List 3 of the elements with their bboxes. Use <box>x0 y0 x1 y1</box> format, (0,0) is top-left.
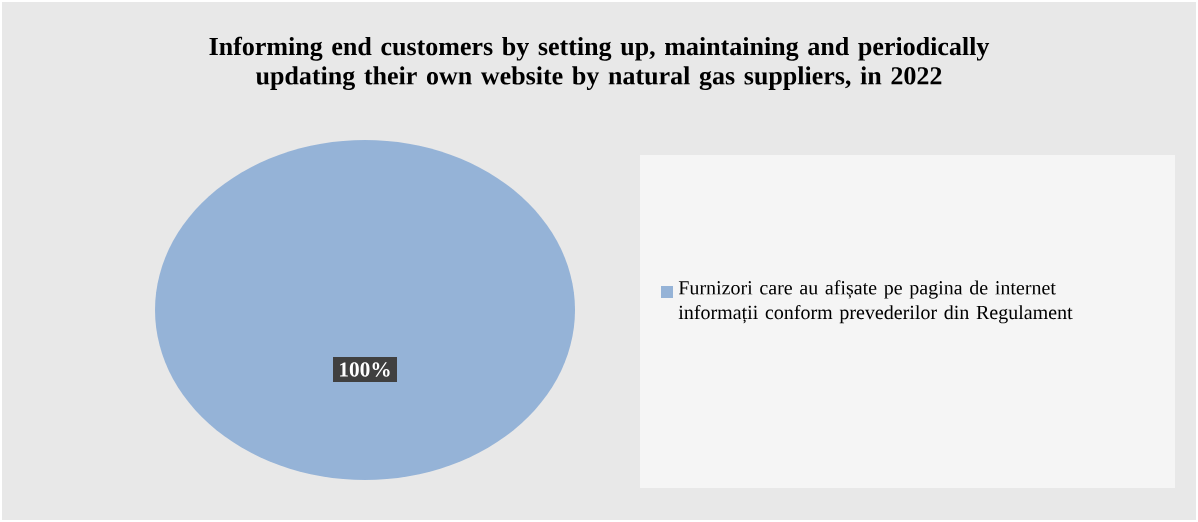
legend-label: Furnizori care au afișate pe pagina de internet informații conform prevederilor din Regulament <box>678 280 1073 324</box>
chart-title: Informing end customers by setting up, maintaining and periodically updating their own website by natural gas suppliers, in 2022 <box>209 36 990 91</box>
data-label: 100% <box>340 362 390 377</box>
